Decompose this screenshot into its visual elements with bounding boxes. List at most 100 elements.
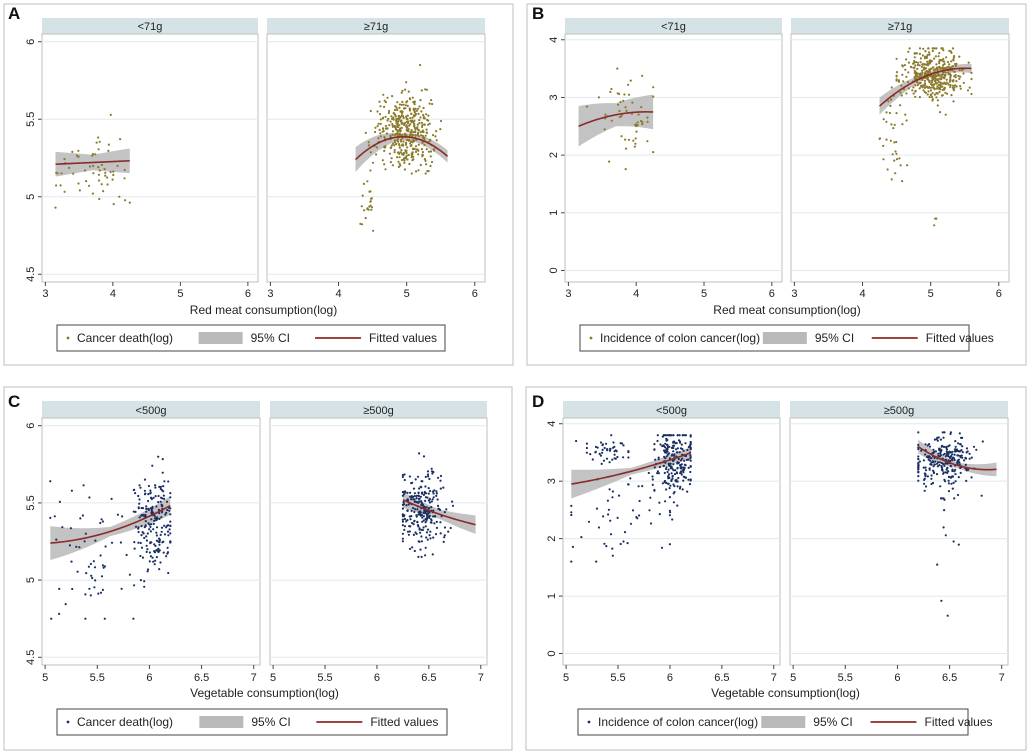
data-point [426, 473, 430, 476]
data-point [385, 132, 389, 135]
x-tick-label: 6.5 [421, 672, 436, 684]
data-point [683, 459, 686, 462]
data-point [938, 111, 942, 114]
data-point [926, 64, 930, 67]
data-point [686, 448, 689, 452]
data-point [149, 530, 152, 533]
data-point [672, 501, 676, 504]
data-point [675, 471, 678, 474]
x-tick-label: 4 [335, 288, 341, 300]
data-point [133, 547, 136, 550]
data-point [432, 134, 435, 137]
data-point [657, 472, 661, 475]
data-point [415, 497, 418, 500]
data-point [622, 99, 625, 102]
data-point [396, 138, 399, 141]
data-point [160, 530, 163, 533]
data-point [664, 500, 667, 503]
data-point [420, 110, 423, 113]
data-point [935, 87, 938, 90]
data-point [422, 113, 425, 117]
data-point [419, 116, 422, 119]
data-point [953, 448, 957, 451]
y-tick-label: 4 [546, 421, 558, 427]
data-point [942, 526, 945, 529]
data-point [424, 172, 427, 175]
data-point [99, 521, 102, 525]
data-point [93, 566, 97, 569]
data-point [83, 540, 86, 543]
data-point [403, 525, 407, 528]
data-point [424, 159, 427, 162]
data-point [164, 513, 167, 516]
data-point [58, 587, 61, 591]
data-point [961, 451, 964, 454]
data-point [601, 451, 604, 454]
data-point [403, 161, 406, 164]
data-point [622, 444, 625, 447]
data-point [141, 531, 144, 534]
data-point [612, 446, 615, 449]
data-point [676, 466, 679, 470]
data-point [885, 120, 888, 123]
data-point [678, 434, 681, 437]
data-point [426, 510, 429, 513]
data-point [165, 511, 168, 514]
data-point [406, 498, 409, 501]
data-point [431, 102, 434, 106]
data-point [100, 575, 104, 578]
data-point [657, 456, 660, 459]
data-point [609, 519, 612, 522]
data-point [158, 517, 161, 521]
data-point [89, 562, 92, 566]
data-point [940, 47, 943, 50]
x-tick-label: 7 [771, 672, 777, 684]
data-point [85, 180, 88, 183]
data-point [928, 443, 931, 446]
data-point [614, 457, 617, 460]
data-point [393, 112, 396, 115]
data-point [369, 151, 372, 154]
legend-label-fit: Fitted values [369, 331, 437, 345]
data-point [671, 475, 674, 478]
data-point [956, 461, 959, 464]
data-point [137, 530, 140, 534]
data-point [936, 92, 939, 95]
panel-letter: D [532, 392, 544, 411]
legend-dot-marker [587, 720, 591, 724]
data-point [649, 496, 652, 499]
ci-band [571, 447, 691, 499]
data-point [608, 488, 611, 491]
data-point [689, 455, 692, 459]
data-point [430, 467, 433, 470]
data-point [409, 491, 412, 494]
data-point [674, 479, 677, 482]
data-point [439, 532, 442, 535]
data-point [943, 86, 947, 89]
facet-strip [565, 18, 782, 34]
data-point [364, 217, 367, 220]
data-point [937, 73, 940, 77]
data-point [439, 479, 442, 482]
data-point [894, 172, 897, 175]
facet-strip-label: ≥500g [363, 405, 394, 417]
data-point [161, 497, 164, 500]
data-point [428, 489, 432, 493]
data-point [917, 462, 920, 466]
data-point [417, 112, 420, 115]
data-point [81, 514, 84, 517]
data-point [157, 455, 160, 458]
data-point [626, 542, 629, 545]
data-point [602, 515, 605, 518]
data-point [954, 440, 957, 443]
data-point [924, 466, 927, 469]
data-point [933, 438, 937, 441]
data-point [937, 83, 941, 87]
data-point [924, 453, 927, 456]
data-point [435, 492, 438, 495]
data-point [916, 63, 920, 67]
data-point [970, 476, 973, 479]
data-point [605, 545, 608, 548]
data-point [420, 535, 423, 538]
data-point [150, 507, 153, 510]
